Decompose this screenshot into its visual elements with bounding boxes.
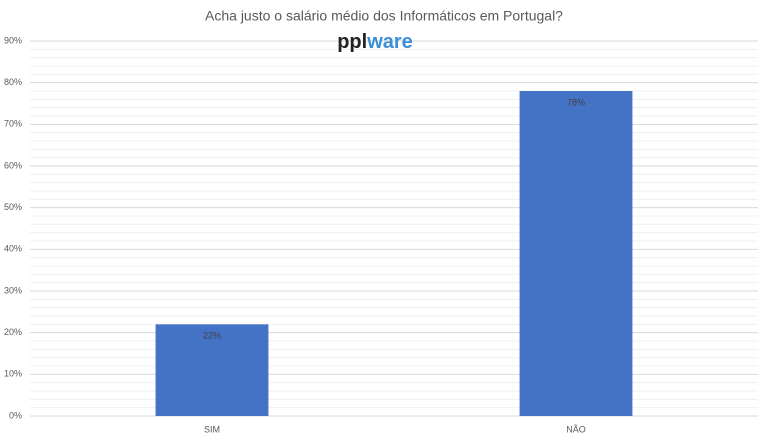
- y-tick-label: 60%: [4, 160, 22, 170]
- logo-part: ppl: [337, 31, 367, 53]
- bar: [519, 91, 633, 416]
- y-tick-label: 0%: [9, 410, 22, 420]
- y-tick-label: 90%: [4, 35, 22, 45]
- value-label: 22%: [203, 331, 221, 341]
- logo-part: ware: [366, 31, 413, 53]
- x-tick-label: SIM: [204, 424, 220, 434]
- x-tick-label: NÃO: [566, 424, 586, 434]
- y-tick-label: 50%: [4, 202, 22, 212]
- chart-title: Acha justo o salário médio dos Informáti…: [205, 8, 563, 24]
- y-tick-label: 40%: [4, 244, 22, 254]
- y-tick-label: 80%: [4, 77, 22, 87]
- y-tick-label: 30%: [4, 285, 22, 295]
- value-label: 78%: [567, 97, 585, 107]
- y-tick-label: 20%: [4, 327, 22, 337]
- y-tick-label: 10%: [4, 369, 22, 379]
- logo: pplware: [337, 31, 413, 53]
- bar: [155, 324, 269, 416]
- y-tick-label: 70%: [4, 119, 22, 129]
